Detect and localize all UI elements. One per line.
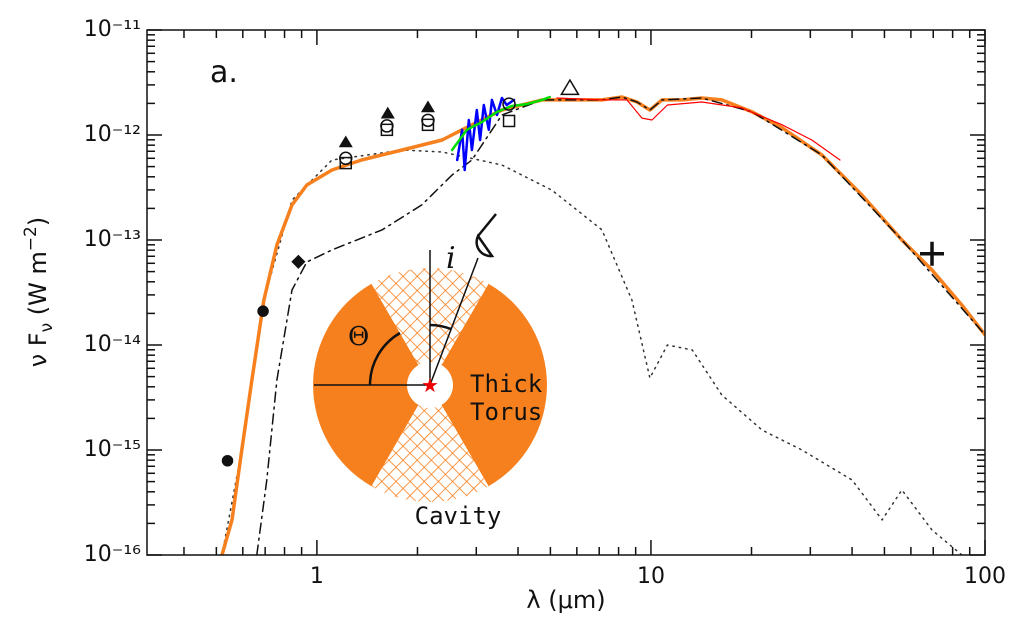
plot-frame [146, 29, 986, 556]
x-tick-label: 100 [964, 564, 1006, 589]
marker [338, 135, 353, 148]
theta-arc [368, 331, 401, 386]
torus-label: Torus [470, 398, 542, 426]
y-tick-label: 10⁻¹⁴ [84, 332, 141, 357]
x-tick-label: 1 [310, 564, 324, 589]
marker [380, 119, 394, 133]
y-label-part: (W m [24, 251, 52, 323]
y-tick-label: 10⁻¹⁵ [84, 437, 141, 462]
y-axis-label: ν Fν (W m−2) [21, 217, 57, 368]
marker [221, 454, 234, 467]
marker [291, 254, 306, 269]
y-tick-label: 10⁻¹³ [84, 227, 141, 252]
y-label-sub: ν [37, 323, 57, 333]
series-line [556, 97, 841, 161]
y-tick-label: 10⁻¹⁶ [84, 542, 141, 567]
eye [475, 233, 495, 258]
torus-diagram: ★ Θ i Thick Torus Cavity [313, 213, 547, 530]
panel-label: a. [210, 55, 238, 90]
cavity-label: Cavity [415, 502, 502, 530]
x-tick-label: 10 [637, 564, 665, 589]
series-line [256, 96, 985, 555]
marker [560, 78, 580, 96]
marker [339, 156, 353, 170]
theta-label: Θ [348, 322, 369, 352]
marker [421, 113, 435, 128]
marker [257, 305, 269, 317]
torus-wedge [430, 283, 547, 487]
y-label-sup: −2 [21, 226, 41, 251]
y-label-part: ) [24, 217, 52, 226]
marker [420, 100, 435, 113]
torus-label: Thick [470, 370, 543, 398]
axes: 1 10 100 10⁻¹⁶ 10⁻¹⁵ 10⁻¹⁴ 10⁻¹³ 10⁻¹² 10⁻¹¹ [84, 17, 1006, 589]
inclination-arc [429, 323, 452, 331]
marker [920, 241, 945, 266]
series-line [450, 95, 552, 152]
plot-area [220, 95, 985, 555]
eye [477, 213, 497, 237]
markers [221, 78, 945, 467]
marker [502, 97, 516, 111]
marker [421, 118, 435, 132]
x-axis-label: λ (μm) [526, 586, 605, 614]
y-tick-label: 10⁻¹² [84, 122, 141, 147]
marker [502, 114, 516, 128]
marker [380, 106, 395, 119]
star: ★ [421, 373, 439, 397]
inclination-label: i [446, 241, 456, 276]
y-label-part: ν F [24, 332, 52, 367]
cavity-cone [371, 385, 489, 502]
marker [339, 151, 353, 166]
y-tick-label: 10⁻¹¹ [84, 17, 141, 42]
sightline [429, 257, 479, 386]
